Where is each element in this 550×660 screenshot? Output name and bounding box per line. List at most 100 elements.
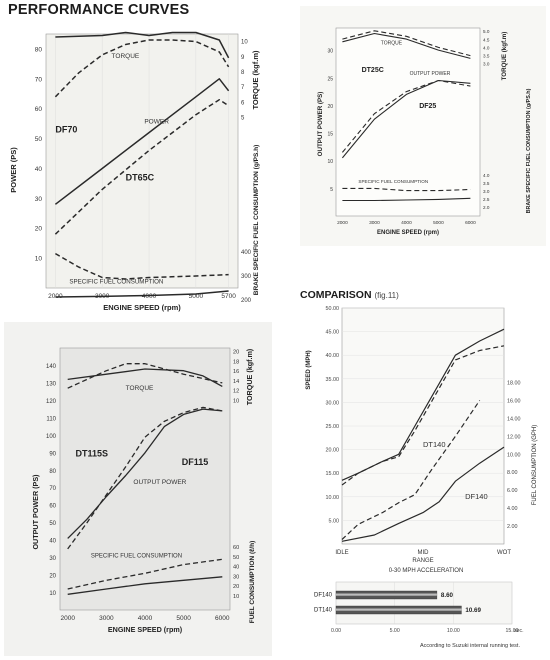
annotation-df115: DF115: [182, 457, 209, 467]
series-line-torque-df115: [67, 368, 223, 387]
fuel-tick-label: 4.0: [483, 173, 490, 178]
y-tick-label: 90: [49, 451, 56, 457]
torque-tick-label: 3.5: [483, 53, 490, 58]
y-axis-title: OUTPUT POWER (PS): [31, 474, 40, 550]
comparison-title: COMPARISON (fig.11): [300, 289, 399, 301]
x-axis-title: ENGINE SPEED (rpm): [377, 230, 439, 236]
comparison-title-text: COMPARISON: [300, 289, 372, 301]
annotation-fuel: SPECIFIC FUEL CONSUMPTION: [358, 179, 428, 184]
fuel-tick-label: 2.5: [483, 197, 490, 202]
y-axis-title: OUTPUT POWER (PS): [317, 92, 324, 157]
bar-category-label: DT140: [314, 608, 333, 614]
torque-axis-title: TORQUE (kgf.m): [245, 348, 254, 405]
category-label: WOT: [497, 550, 511, 556]
fuel-tick-label: 30: [233, 574, 239, 580]
y-tick-label: 10: [49, 591, 56, 597]
y-axis-title: POWER (PS): [9, 147, 18, 193]
y-tick-label: 80: [35, 46, 43, 53]
y-tick-label: 10: [35, 256, 43, 263]
torque-tick-label: 3.0: [483, 61, 490, 66]
annotation-dt140: DT140: [423, 440, 446, 449]
fuel-axis-title: BRAKE SPECIFIC FUEL CONSUMPTION (g/PS.h): [526, 88, 532, 213]
x-tick-label: 5.00: [390, 628, 400, 634]
right-tick-label: 16.00: [507, 398, 521, 404]
x-tick-label: 4000: [138, 615, 153, 622]
right-tick-label: 12.00: [507, 434, 521, 440]
y-tick-label: 100: [46, 434, 57, 440]
series-line-torque-dt65c: [54, 39, 230, 98]
y-tick-label: 50: [49, 521, 56, 527]
series-line-power-dt65c: [54, 98, 230, 235]
plot-area: [335, 27, 481, 217]
torque-tick-label: 18: [233, 359, 239, 365]
right-tick-label: 8.00: [507, 470, 518, 476]
plot-area: [59, 347, 231, 611]
torque-tick-label: 10: [241, 40, 248, 46]
bar-category-label: DF140: [314, 593, 333, 599]
annotation-dt25c: DT25C: [362, 67, 384, 74]
x-tick-label: 2000: [337, 220, 348, 226]
series-line-fuel-dt25c: [342, 187, 471, 192]
right-tick-label: 4.00: [507, 506, 518, 512]
x-axis-title: RANGE: [412, 558, 433, 564]
x-tick-label: 5000: [433, 220, 444, 226]
torque-tick-label: 5: [241, 115, 245, 121]
x-tick-label: 6000: [465, 220, 476, 226]
x-tick-label: 2000: [60, 615, 75, 622]
fuel-tick-label: 2.0: [483, 205, 490, 210]
y-tick-label: 25: [327, 76, 333, 82]
x-tick-label: 10.00: [447, 628, 460, 634]
annotation-fuel: SPECIFIC FUEL CONSUMPTION: [69, 279, 163, 286]
left-tick-label: 40.00: [326, 353, 340, 359]
y-tick-label: 40: [35, 166, 43, 173]
y-tick-label: 20: [35, 226, 43, 233]
annotation-df70: DF70: [55, 125, 77, 135]
fuel-tick-label: 20: [233, 584, 239, 590]
y-tick-label: 30: [49, 556, 56, 562]
y-tick-label: 20: [49, 574, 56, 580]
torque-tick-label: 4.0: [483, 45, 490, 50]
torque-tick-label: 4.5: [483, 37, 490, 42]
fuel-tick-label: 60: [233, 545, 239, 551]
torque-tick-label: 14: [233, 379, 239, 385]
plot-area: [45, 33, 239, 289]
acceleration-note: According to Suzuki internal running tes…: [420, 643, 520, 649]
torque-axis-title: TORQUE (kgf.m): [501, 32, 508, 81]
annotation-output-power: OUTPUT POWER: [133, 479, 186, 486]
annotation-dt65c: DT65C: [126, 172, 155, 182]
fuel-tick-label: 200: [241, 298, 252, 304]
fuel-tick-label: 400: [241, 250, 252, 256]
series-line-fuel-df115: [67, 576, 223, 595]
y-tick-label: 60: [35, 106, 43, 113]
left-tick-label: 30.00: [326, 400, 340, 406]
bar-value-label: 8.60: [441, 592, 454, 599]
comparison-speed-fuel-chart: 5.00 10.00 15.00 20.00 25.00 30.00 35.00 40.00 4…: [296, 300, 546, 565]
y-tick-label: 70: [35, 76, 43, 83]
x-tick-label: 6000: [215, 615, 230, 622]
torque-axis-title: TORQUE (kgf.m): [251, 50, 260, 110]
torque-tick-label: 8: [241, 70, 245, 76]
x-tick-label: 4000: [401, 220, 412, 226]
y-tick-label: 10: [327, 159, 333, 165]
y-tick-label: 60: [49, 504, 56, 510]
right-tick-label: 18.00: [507, 380, 521, 386]
fuel-tick-label: 10: [233, 594, 239, 600]
left-tick-label: 50.00: [326, 306, 340, 312]
y-tick-label: 120: [46, 399, 57, 405]
x-axis-title: ENGINE SPEED (rpm): [103, 303, 181, 312]
annotation-df25: DF25: [419, 103, 436, 110]
y-tick-label: 130: [46, 381, 57, 387]
left-tick-label: 45.00: [326, 330, 340, 336]
annotation-power: POWER: [144, 119, 169, 126]
series-line-torque-df70: [55, 31, 230, 59]
right-tick-label: 2.00: [507, 524, 518, 530]
bar-value-label: 10.69: [465, 607, 481, 614]
annotation-df140: DF140: [465, 492, 488, 501]
series-line-torque-dt25c: [342, 30, 471, 57]
torque-tick-label: 10: [233, 398, 239, 404]
series-line-torque-dt115s: [67, 363, 223, 389]
series-line-fuel-df25: [342, 197, 471, 202]
x-tick-label: 0.00: [331, 628, 341, 634]
torque-tick-label: 12: [233, 389, 239, 395]
fuel-tick-label: 3.5: [483, 181, 490, 186]
